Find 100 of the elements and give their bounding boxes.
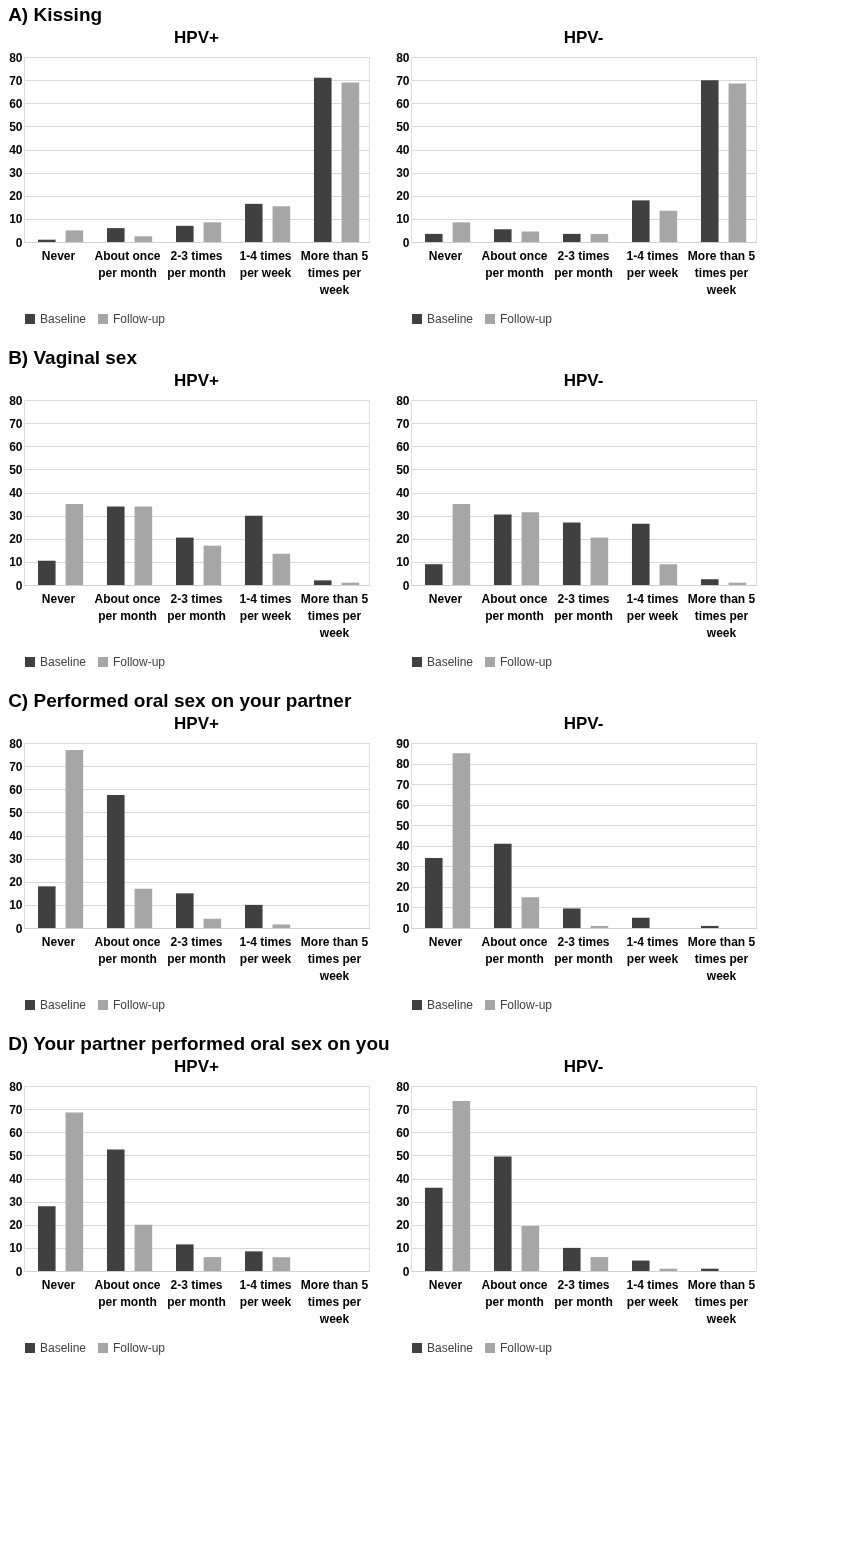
y-tick-label: 50 xyxy=(9,805,23,820)
x-tick-label: 2-3 times per month xyxy=(554,934,613,966)
x-tick-label: About once per month xyxy=(481,934,548,966)
text: A) Kissing xyxy=(8,3,103,25)
x-tick-label: 2-3 times per month xyxy=(167,934,226,966)
bar xyxy=(203,545,222,585)
y-tick-label: 20 xyxy=(396,1218,410,1233)
y-tick-label: 40 xyxy=(9,486,23,500)
y-tick-label: 70 xyxy=(9,73,23,88)
bar xyxy=(631,523,650,585)
y-tick-label: 30 xyxy=(396,166,410,181)
legend-label: Baseline xyxy=(40,655,87,669)
y-tick-label: 10 xyxy=(396,212,410,227)
y-tick-label: 20 xyxy=(9,875,23,890)
x-tick-label: Never xyxy=(428,248,463,263)
y-tick-label: 20 xyxy=(9,532,23,547)
y-tick-label: 40 xyxy=(396,486,410,500)
bar xyxy=(175,537,194,585)
bar xyxy=(272,206,291,242)
y-tick-label: 0 xyxy=(15,578,23,593)
bar xyxy=(134,506,153,585)
legend-label: Follow-up xyxy=(500,312,553,326)
x-tick-label: About once per month xyxy=(481,1277,548,1309)
bar xyxy=(175,225,194,242)
y-tick-label: 80 xyxy=(9,393,23,408)
bar xyxy=(244,1251,263,1271)
bar xyxy=(37,1206,56,1271)
bar xyxy=(244,515,263,585)
legend-label: Baseline xyxy=(427,312,474,326)
y-tick-label: 0 xyxy=(402,1264,410,1279)
bar xyxy=(65,504,84,585)
y-tick-label: 10 xyxy=(396,1241,410,1256)
bar xyxy=(134,1224,153,1271)
x-tick-label: More than 5 times per week xyxy=(687,591,756,640)
bar xyxy=(590,1257,609,1271)
y-tick-label: 50 xyxy=(396,119,410,134)
y-tick-label: 60 xyxy=(396,439,410,454)
y-tick-label: 80 xyxy=(396,50,410,65)
legend-label: Baseline xyxy=(40,998,87,1012)
x-tick-label: Never xyxy=(41,248,76,263)
bar xyxy=(493,514,512,585)
x-tick-label: Never xyxy=(428,1277,463,1292)
y-tick-label: 0 xyxy=(15,235,23,250)
bar xyxy=(313,580,332,585)
y-tick-label: 80 xyxy=(396,393,410,408)
y-tick-label: 50 xyxy=(9,462,23,477)
chart-title: HPV+ xyxy=(174,1057,220,1076)
bar xyxy=(37,886,56,928)
x-tick-label: More than 5 times per week xyxy=(300,1277,369,1326)
bar xyxy=(424,233,443,242)
bar xyxy=(521,231,540,242)
y-tick-label: 70 xyxy=(396,777,410,792)
y-tick-label: 0 xyxy=(402,921,410,936)
bar xyxy=(313,77,332,242)
y-tick-label: 20 xyxy=(9,1218,23,1233)
bar xyxy=(590,537,609,585)
x-tick-label: Never xyxy=(428,934,463,949)
y-tick-label: 80 xyxy=(9,1079,23,1094)
y-tick-label: 20 xyxy=(9,189,23,204)
bar xyxy=(106,1149,125,1271)
legend-label: Baseline xyxy=(427,1341,474,1355)
y-tick-label: 60 xyxy=(9,96,23,111)
bar xyxy=(452,504,471,585)
bar xyxy=(65,749,84,928)
bar xyxy=(203,918,222,928)
bar xyxy=(341,82,360,242)
bar xyxy=(562,522,581,585)
y-tick-label: 50 xyxy=(9,119,23,134)
y-tick-label: 30 xyxy=(9,1195,23,1210)
chart-title: HPV- xyxy=(563,714,604,733)
y-tick-label: 70 xyxy=(396,1102,410,1117)
y-tick-label: 70 xyxy=(9,1102,23,1117)
y-tick-label: 0 xyxy=(15,1264,23,1279)
bar xyxy=(175,1244,194,1271)
y-tick-label: 50 xyxy=(9,1148,23,1163)
y-tick-label: 40 xyxy=(9,829,23,843)
y-tick-label: 40 xyxy=(396,839,410,854)
legend-label: Follow-up xyxy=(113,998,166,1012)
text: B) Vaginal sex xyxy=(8,346,138,368)
chart-title: HPV- xyxy=(563,1057,604,1076)
y-tick-label: 40 xyxy=(396,1172,410,1186)
y-tick-label: 40 xyxy=(396,143,410,157)
bar xyxy=(728,83,747,242)
y-tick-label: 50 xyxy=(396,1148,410,1163)
x-tick-label: About once per month xyxy=(94,1277,161,1309)
bar xyxy=(272,1257,291,1271)
x-tick-label: About once per month xyxy=(94,934,161,966)
x-tick-label: 1-4 times per week xyxy=(239,248,292,280)
bar xyxy=(65,230,84,242)
legend-label: Baseline xyxy=(40,1341,87,1355)
legend-label: Follow-up xyxy=(500,998,553,1012)
bar xyxy=(106,506,125,585)
bar xyxy=(452,222,471,242)
x-tick-label: 1-4 times per week xyxy=(239,1277,292,1309)
x-tick-label: More than 5 times per week xyxy=(300,248,369,297)
bar xyxy=(493,229,512,242)
text: C) Performed oral sex on your partner xyxy=(8,689,352,711)
y-tick-label: 0 xyxy=(15,921,23,936)
y-tick-label: 80 xyxy=(396,1079,410,1094)
bar xyxy=(562,908,581,928)
